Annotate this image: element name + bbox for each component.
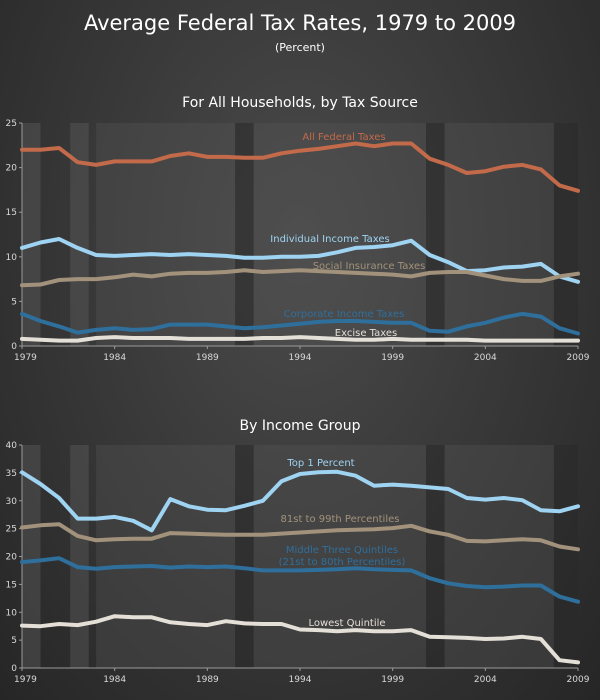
series-label-lowest: Lowest Quintile <box>308 618 385 629</box>
series-line-excise <box>20 335 580 343</box>
series-line-top1 <box>20 469 580 533</box>
series-label-81-99: 81st to 99th Percentiles <box>281 514 400 525</box>
y-tick-label: 30 <box>6 497 18 507</box>
y-tick-label: 15 <box>6 580 17 590</box>
x-tick-label: 1999 <box>381 675 404 685</box>
x-tick-label: 1979 <box>14 353 37 363</box>
y-tick-label: 20 <box>6 553 18 563</box>
background-band <box>426 123 445 346</box>
series-label-all-federal: All Federal Taxes <box>302 132 385 143</box>
y-tick-label: 10 <box>6 253 18 263</box>
background-band <box>235 123 254 346</box>
background-band <box>426 445 445 668</box>
chart-income-group: By Income Group 0 5 10 15 20 25 30 35 40 1979 1984… <box>6 418 590 685</box>
background-band <box>70 123 89 346</box>
series-label-social: Social Insurance Taxes <box>313 261 426 272</box>
background-band <box>444 445 554 668</box>
page-subtitle: (Percent) <box>275 41 325 54</box>
x-tick-label: 1984 <box>103 353 126 363</box>
series-line-social <box>20 268 580 288</box>
y-tick-label: 5 <box>11 636 17 646</box>
background-band <box>444 123 554 346</box>
background-band <box>235 445 254 668</box>
x-tick-label: 1989 <box>196 675 219 685</box>
x-tick-label: 1989 <box>196 353 219 363</box>
series-label-individual: Individual Income Taxes <box>270 234 389 245</box>
x-tick-label: 1984 <box>103 675 126 685</box>
series-label-middle3-line2: (21st to 80th Percentiles) <box>279 557 406 568</box>
background-band <box>253 123 427 346</box>
y-tick-label: 0 <box>11 664 17 674</box>
x-tick-label: 1999 <box>381 353 404 363</box>
series-label-middle3: Middle Three Quintiles <box>286 545 398 556</box>
series-line-individual <box>20 237 580 284</box>
y-tick-label: 20 <box>6 164 18 174</box>
background-band <box>22 123 41 346</box>
x-tick-label: 2009 <box>567 353 590 363</box>
x-tick-label: 2004 <box>474 675 497 685</box>
y-tick-label: 15 <box>6 208 17 218</box>
y-tick-label: 40 <box>6 441 18 451</box>
y-tick-label: 35 <box>6 469 17 479</box>
y-tick-label: 5 <box>11 297 17 307</box>
series-label-top1: Top 1 Percent <box>286 458 354 469</box>
background-band <box>553 445 578 668</box>
series-line-corporate <box>20 311 580 336</box>
series-line-middle3 <box>20 556 580 604</box>
x-tick-label: 1994 <box>289 675 312 685</box>
y-tick-label: 0 <box>11 342 17 352</box>
series-labels: All Federal Taxes Individual Income Taxe… <box>270 132 425 339</box>
chart-tax-source: For All Households, by Tax Source 0 5 10 15… <box>6 95 590 363</box>
y-tick-label: 25 <box>6 119 17 129</box>
page-title: Average Federal Tax Rates, 1979 to 2009 <box>84 11 516 35</box>
series-line-lowest <box>20 614 580 665</box>
background-band <box>22 445 41 668</box>
series-label-corporate: Corporate Income Taxes <box>284 309 405 320</box>
x-tick-label: 1994 <box>289 353 312 363</box>
series-lines <box>20 141 580 343</box>
series-line-p81_99 <box>20 522 580 552</box>
background-bands <box>22 123 578 346</box>
axes: 0 5 10 15 20 25 1979 1984 1989 1994 1999 2004 2009 <box>6 119 590 363</box>
series-labels: Top 1 Percent 81st to 99th Percentiles M… <box>279 458 406 629</box>
x-tick-label: 2009 <box>567 675 590 685</box>
y-tick-label: 25 <box>6 525 17 535</box>
axes: 0 5 10 15 20 25 30 35 40 1979 1984 1989 1994 1999 2004… <box>6 441 590 685</box>
x-tick-label: 2004 <box>474 353 497 363</box>
background-band <box>553 123 578 346</box>
y-tick-label: 10 <box>6 608 18 618</box>
chart-title: By Income Group <box>240 418 361 434</box>
series-lines <box>20 469 580 665</box>
series-line-all_federal <box>20 141 580 193</box>
series-label-excise: Excise Taxes <box>335 328 397 339</box>
background-band <box>70 445 89 668</box>
background-band <box>96 445 236 668</box>
chart-title: For All Households, by Tax Source <box>182 95 418 111</box>
x-tick-label: 1979 <box>14 675 37 685</box>
